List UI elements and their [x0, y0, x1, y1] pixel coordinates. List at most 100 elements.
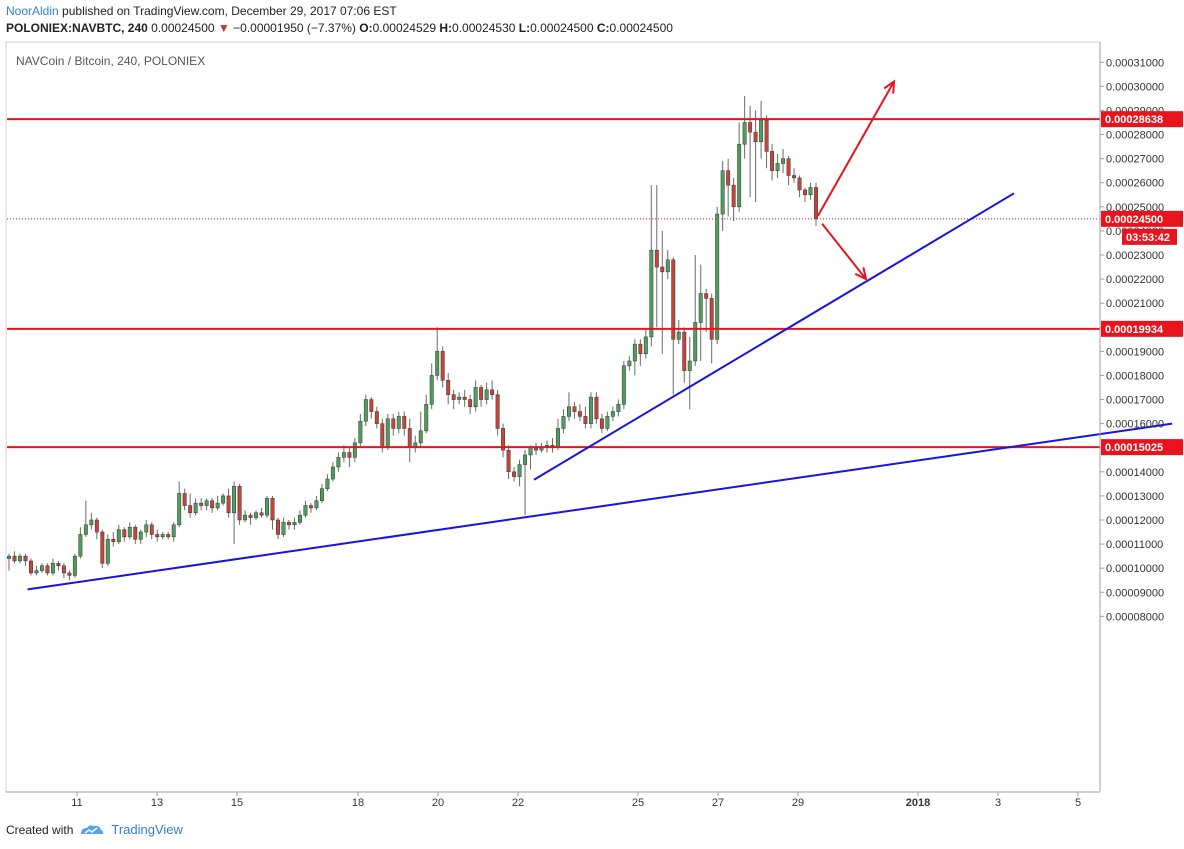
candle-body	[105, 539, 110, 564]
candle-body	[7, 555, 11, 559]
x-tick-label: 5	[1075, 797, 1081, 809]
candle-body	[171, 524, 176, 538]
y-tick-label: 0.00013000	[1106, 491, 1164, 503]
candle-body	[720, 170, 725, 215]
candle-body	[528, 447, 533, 456]
candle-body	[407, 428, 412, 448]
candle-body	[759, 119, 764, 143]
candle-body	[34, 570, 39, 574]
candle-body	[693, 322, 698, 362]
y-tick-label: 0.00014000	[1106, 467, 1164, 479]
high-value: 0.00024530	[452, 21, 516, 35]
tradingview-brand-link[interactable]: TradingView	[111, 822, 183, 837]
candle-body	[605, 416, 610, 429]
candle-body	[215, 502, 220, 509]
candle-body	[803, 189, 807, 196]
candle-body	[111, 539, 116, 542]
x-tick-label: 22	[512, 797, 524, 809]
last-price-tag-bg	[1101, 210, 1183, 227]
candle-body	[56, 563, 61, 567]
candle-body	[303, 505, 308, 516]
candle-body	[78, 534, 83, 557]
level-price-tag-bg	[1101, 111, 1183, 128]
x-tick-label: 27	[712, 797, 724, 809]
candle-body	[385, 418, 390, 448]
candle-body	[94, 519, 99, 533]
chart-header: NoorAldin published on TradingView.com, …	[6, 3, 673, 37]
forecast-arrow-head	[883, 79, 896, 94]
level-price-tag: 0.00015025	[1105, 442, 1163, 454]
candle-body	[660, 266, 665, 273]
candle-body	[638, 343, 643, 355]
candle-body	[610, 411, 615, 417]
candle-body	[380, 423, 385, 448]
candle-body	[276, 519, 280, 535]
y-tick-label: 0.00018000	[1106, 370, 1164, 382]
candle-body	[210, 500, 215, 509]
forecast-arrow	[821, 223, 867, 280]
candle-body	[149, 524, 154, 535]
x-tick-label: 2018	[906, 797, 930, 809]
candle-body	[352, 442, 357, 458]
candle-body	[451, 394, 456, 400]
x-tick-label: 13	[151, 797, 163, 809]
tradingview-logo-icon	[81, 824, 104, 834]
candle-body	[501, 428, 506, 451]
candle-body	[341, 452, 346, 458]
x-tick-label: 11	[71, 797, 82, 809]
candle-body	[561, 416, 566, 429]
close-value: 0.00024500	[609, 21, 673, 35]
y-tick-label: 0.00008000	[1106, 611, 1164, 623]
candle-body	[199, 502, 204, 506]
y-tick-label: 0.00019000	[1106, 346, 1164, 358]
candle-body	[374, 411, 379, 424]
low-label: L:	[518, 21, 531, 35]
candle-body	[556, 428, 560, 448]
y-tick-label: 0.00017000	[1106, 395, 1164, 407]
y-tick-label: 0.00027000	[1106, 154, 1164, 166]
y-tick-label: 0.00022000	[1106, 274, 1164, 286]
y-tick-label: 0.00028000	[1106, 130, 1164, 142]
x-tick-label: 15	[231, 797, 243, 809]
candle-body	[737, 143, 742, 208]
chart-area-frame	[5, 41, 1101, 793]
author-link[interactable]: NoorAldin	[6, 4, 59, 18]
created-with-label: Created with	[6, 822, 74, 837]
candle-body	[391, 418, 396, 429]
level-price-tag-bg	[1101, 439, 1183, 456]
candle-body	[336, 457, 341, 468]
candle-body	[523, 454, 527, 465]
price-change: −0.00001950 (−7.37%)	[233, 21, 356, 35]
level-price-tag: 0.00028638	[1105, 114, 1163, 126]
candle-body	[753, 131, 758, 143]
footer: Created with TradingView	[6, 822, 183, 837]
last-price: 0.00024500	[151, 21, 215, 35]
publish-info: published on TradingView.com, December 2…	[62, 4, 397, 18]
countdown-tag: 03:53:42	[1126, 232, 1170, 244]
candle-body	[468, 399, 473, 408]
candle-body	[298, 514, 302, 523]
open-value: 0.00024529	[372, 21, 436, 35]
candle-body	[654, 249, 659, 268]
candle-body	[808, 187, 813, 196]
candle-body	[319, 488, 324, 501]
down-arrow-icon: ▼	[217, 21, 230, 35]
candle-body	[182, 493, 187, 506]
candle-body	[116, 529, 121, 542]
forecast-arrow-head	[854, 267, 868, 281]
candle-body	[698, 293, 703, 323]
candle-body	[287, 522, 291, 526]
candle-body	[265, 498, 269, 516]
candle-body	[166, 534, 171, 538]
candle-body	[687, 360, 692, 371]
chart-title: NAVCoin / Bitcoin, 240, POLONIEX	[16, 54, 205, 68]
candle-body	[177, 493, 182, 526]
candle-body	[72, 555, 77, 576]
forecast-arrow	[817, 81, 895, 217]
candle-body	[517, 464, 522, 477]
candle-body	[363, 399, 368, 422]
candle-body	[254, 512, 258, 518]
candle-body	[632, 343, 637, 362]
candle-body	[188, 505, 193, 514]
